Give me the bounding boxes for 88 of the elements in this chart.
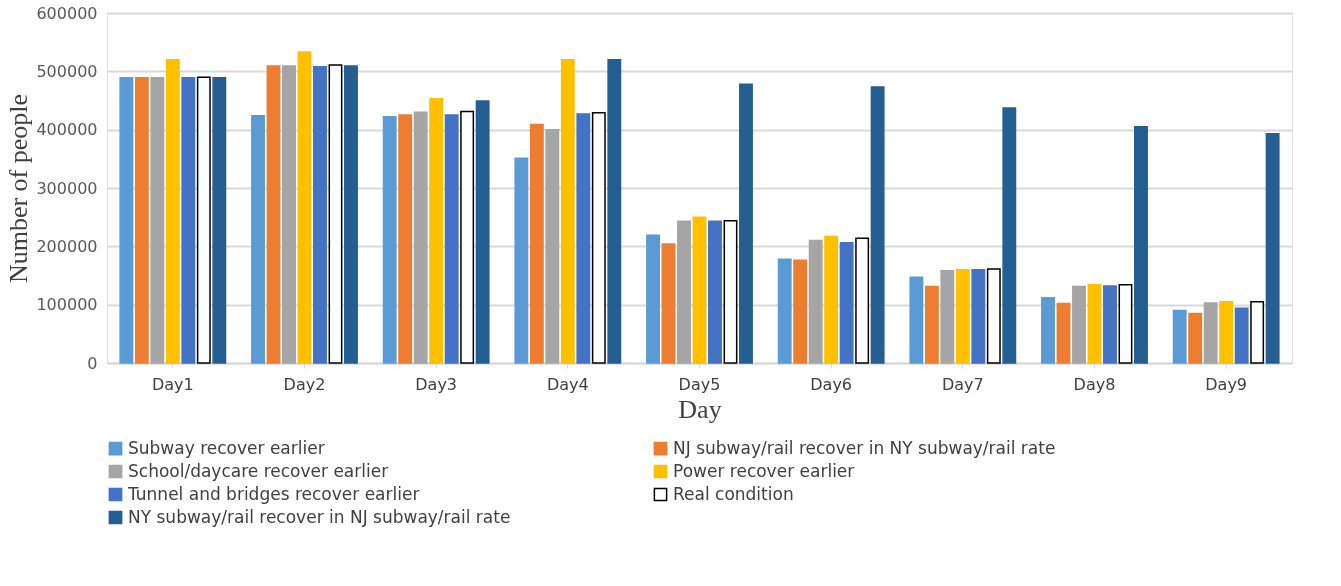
bar xyxy=(1134,126,1148,364)
bar xyxy=(514,157,529,364)
bar xyxy=(328,64,343,364)
bar xyxy=(1103,285,1117,364)
legend-label: Tunnel and bridges recover earlier xyxy=(127,483,420,504)
legend-label: NY subway/rail recover in NJ subway/rail rate xyxy=(128,506,511,527)
bar xyxy=(344,65,358,364)
bar xyxy=(824,235,839,364)
bar xyxy=(1041,296,1055,364)
bar xyxy=(971,268,986,364)
bar xyxy=(1172,309,1187,364)
bar xyxy=(560,58,575,364)
bar xyxy=(181,77,196,364)
bar xyxy=(924,285,939,364)
bar xyxy=(607,58,622,364)
bar xyxy=(646,234,660,364)
bar xyxy=(266,65,281,364)
bar xyxy=(940,270,955,364)
bar xyxy=(708,220,722,364)
bar xyxy=(855,237,870,364)
bar xyxy=(777,258,792,364)
x-tick-label: Day8 xyxy=(1073,374,1116,394)
bar xyxy=(165,58,180,364)
bar xyxy=(529,123,544,364)
bar xyxy=(677,220,691,364)
bar xyxy=(460,110,475,364)
bar xyxy=(870,86,885,364)
bar xyxy=(739,83,753,364)
bar xyxy=(119,77,134,364)
bar xyxy=(1234,307,1249,364)
bar xyxy=(1203,302,1218,364)
bar xyxy=(1056,302,1071,364)
bar xyxy=(313,65,327,364)
y-axis-title: Number of people xyxy=(4,93,34,284)
x-tick-label: Day5 xyxy=(678,374,721,394)
bar xyxy=(576,113,591,364)
x-axis-title: Day xyxy=(678,394,722,424)
x-tick-label: Day1 xyxy=(151,374,194,394)
bar xyxy=(661,243,676,364)
bar xyxy=(297,51,312,364)
bar xyxy=(723,219,738,364)
y-tick-label: 500000 xyxy=(36,61,98,81)
legend-label: NJ subway/rail recover in NY subway/rail rate xyxy=(673,437,1056,458)
bar xyxy=(1265,133,1280,364)
bar xyxy=(1072,285,1086,364)
y-tick-label: 400000 xyxy=(36,120,98,140)
bar xyxy=(808,239,823,364)
bar xyxy=(1250,301,1265,364)
legend-label: Real condition xyxy=(673,483,794,504)
legend-label: School/daycare recover earlier xyxy=(128,460,389,481)
x-tick-label: Day3 xyxy=(415,374,458,394)
bar xyxy=(1188,312,1203,364)
bar xyxy=(591,112,606,364)
bar xyxy=(1002,107,1017,364)
bar xyxy=(1219,301,1234,364)
bar xyxy=(793,259,808,364)
legend-label: Subway recover earlier xyxy=(128,437,325,458)
y-tick-label: 300000 xyxy=(36,178,98,198)
y-tick-label: 100000 xyxy=(36,295,98,315)
bar xyxy=(382,116,397,364)
bar xyxy=(839,242,854,364)
legend-label: Power recover earlier xyxy=(673,460,855,481)
bar xyxy=(429,98,444,364)
bar xyxy=(150,77,165,364)
bar xyxy=(909,276,924,364)
bar xyxy=(1087,284,1102,364)
x-tick-label: Day4 xyxy=(546,374,589,394)
bar xyxy=(1118,284,1133,364)
bar xyxy=(986,268,1001,364)
bar xyxy=(444,114,459,364)
bar xyxy=(251,114,265,364)
bar xyxy=(545,128,560,364)
bar xyxy=(692,216,707,364)
bar xyxy=(475,100,490,364)
x-tick-label: Day6 xyxy=(810,374,853,394)
bar xyxy=(413,111,428,364)
y-tick-label: 200000 xyxy=(36,236,98,256)
y-tick-label: 600000 xyxy=(36,3,98,23)
bar xyxy=(196,76,211,364)
x-tick-label: Day9 xyxy=(1205,374,1248,394)
y-tick-label: 0 xyxy=(87,353,98,373)
x-tick-label: Day2 xyxy=(283,374,326,394)
bar xyxy=(282,65,296,364)
bar xyxy=(955,268,970,364)
bar xyxy=(134,77,149,364)
bar xyxy=(212,77,227,364)
x-tick-label: Day7 xyxy=(941,374,984,394)
bar xyxy=(398,114,413,364)
